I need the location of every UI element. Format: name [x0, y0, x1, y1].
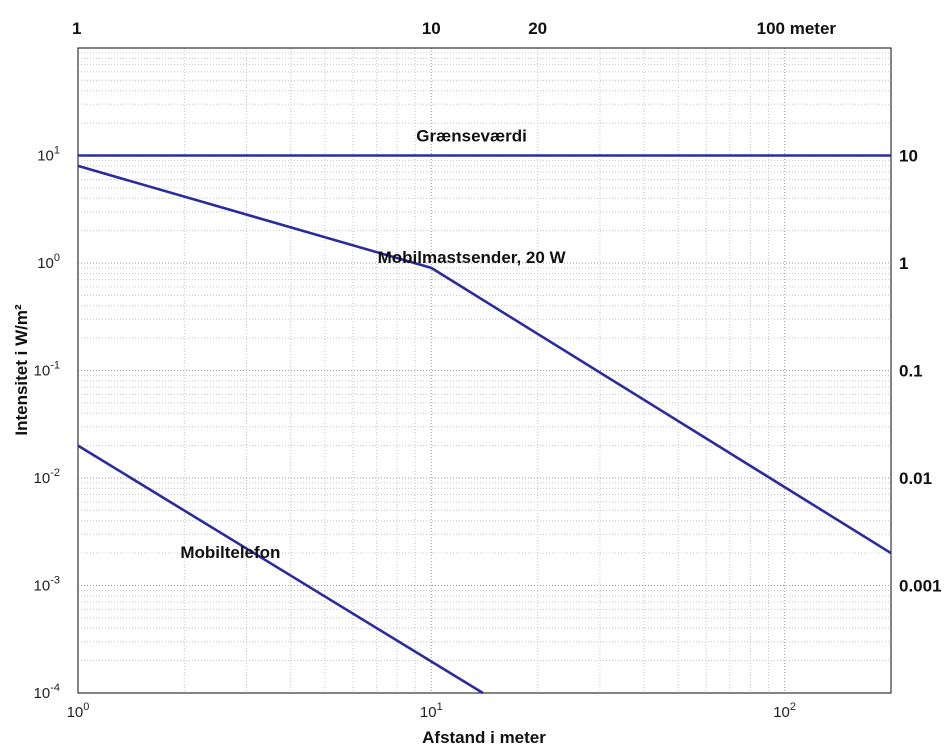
series-layer: [77, 154, 892, 695]
top-tick-label: 1: [72, 19, 81, 38]
plot-frame: [77, 47, 892, 694]
y-tick-label: 10-3: [34, 575, 60, 595]
series-line-2: [77, 164, 892, 555]
top-tick-label: 10: [422, 19, 441, 38]
y-axis-label: Intensitet i W/m²: [12, 304, 31, 436]
right-tick-label: 0.1: [899, 362, 923, 381]
right-tick-label: 10: [899, 147, 918, 166]
x-axis-label: Afstand i meter: [422, 728, 546, 747]
y-tick-label: 101: [37, 145, 60, 165]
right-tick-label: 1: [899, 254, 908, 273]
x-tick-label: 100: [67, 701, 90, 721]
annotation-3: Mobiltelefon: [180, 543, 280, 562]
top-tick-label: 20: [528, 19, 547, 38]
series-line-3: [77, 444, 484, 695]
top-tick-label: 100 meter: [757, 19, 837, 38]
x-tick-label: 102: [773, 701, 796, 721]
annotation-layer: Grænseværdi Mobilmastsender, 20 W Mobiltel…: [180, 126, 566, 562]
annotation-2: Mobilmastsender, 20 W: [378, 248, 567, 267]
grid-minor: [78, 48, 892, 693]
x-tick-label: 101: [420, 701, 443, 721]
right-tick-label: 0.01: [899, 469, 932, 488]
y-tick-label: 10-4: [34, 682, 60, 702]
right-tick-label: 0.001: [899, 577, 942, 596]
y-tick-label: 10-1: [34, 360, 60, 380]
y-tick-label: 10-2: [34, 467, 60, 487]
y-tick-label: 100: [37, 252, 60, 272]
annotation-1: Grænseværdi: [416, 126, 527, 145]
